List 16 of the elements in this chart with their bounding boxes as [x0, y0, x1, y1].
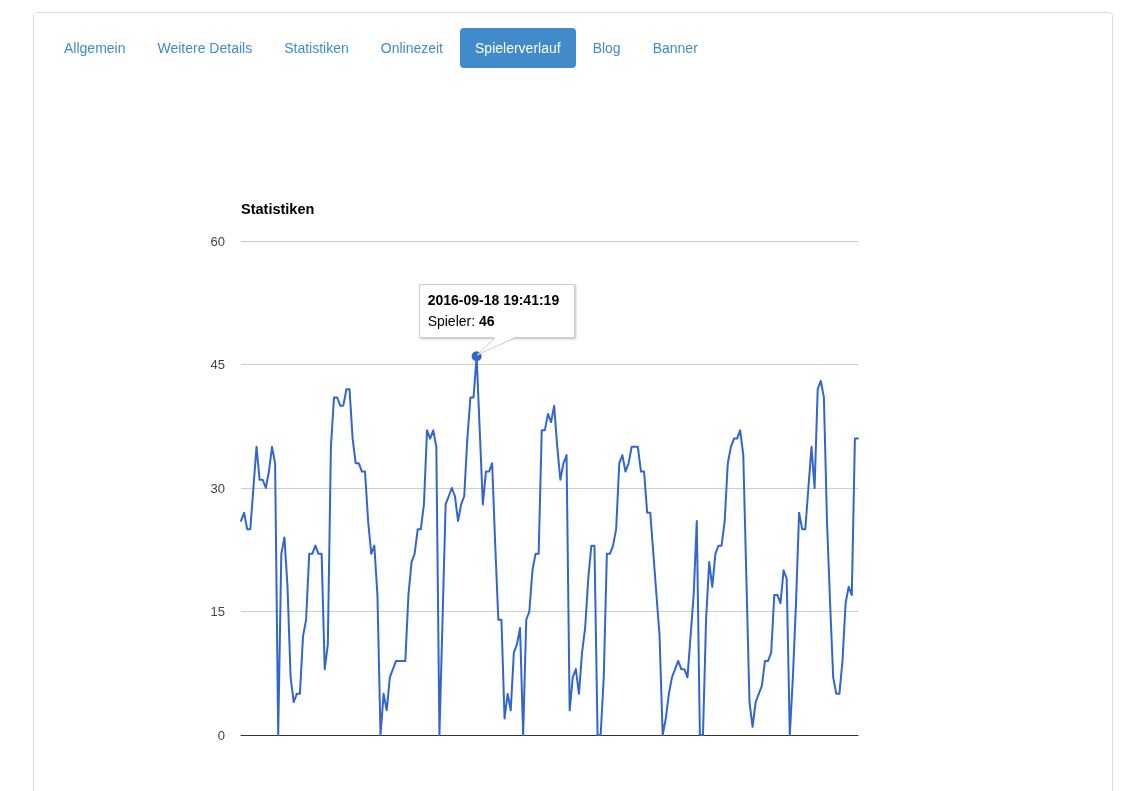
- y-tick-label: 15: [210, 604, 225, 619]
- y-tick-label: 60: [210, 233, 225, 249]
- text: Weitere Details: [156, 39, 254, 58]
- y-tick-label: 45: [210, 357, 225, 372]
- annotation: Spieler: 46: [427, 312, 496, 332]
- text: Statistiken: [283, 39, 350, 58]
- tooltip: 2016-09-18 19:41:19 Spieler: 46: [418, 284, 575, 357]
- text: Onlinezeit: [379, 39, 444, 58]
- chart-title: Statistiken: [241, 200, 315, 217]
- text: Allgemein: [63, 39, 127, 58]
- selected-tab: Spielerverlauf: [460, 28, 576, 68]
- annotation: 2016-09-18 19:41:19: [427, 291, 561, 311]
- text: Banner: [651, 39, 699, 58]
- y-tick-label: 30: [210, 480, 225, 496]
- y-tick-label: 0: [217, 727, 225, 743]
- text: Blog: [591, 39, 622, 58]
